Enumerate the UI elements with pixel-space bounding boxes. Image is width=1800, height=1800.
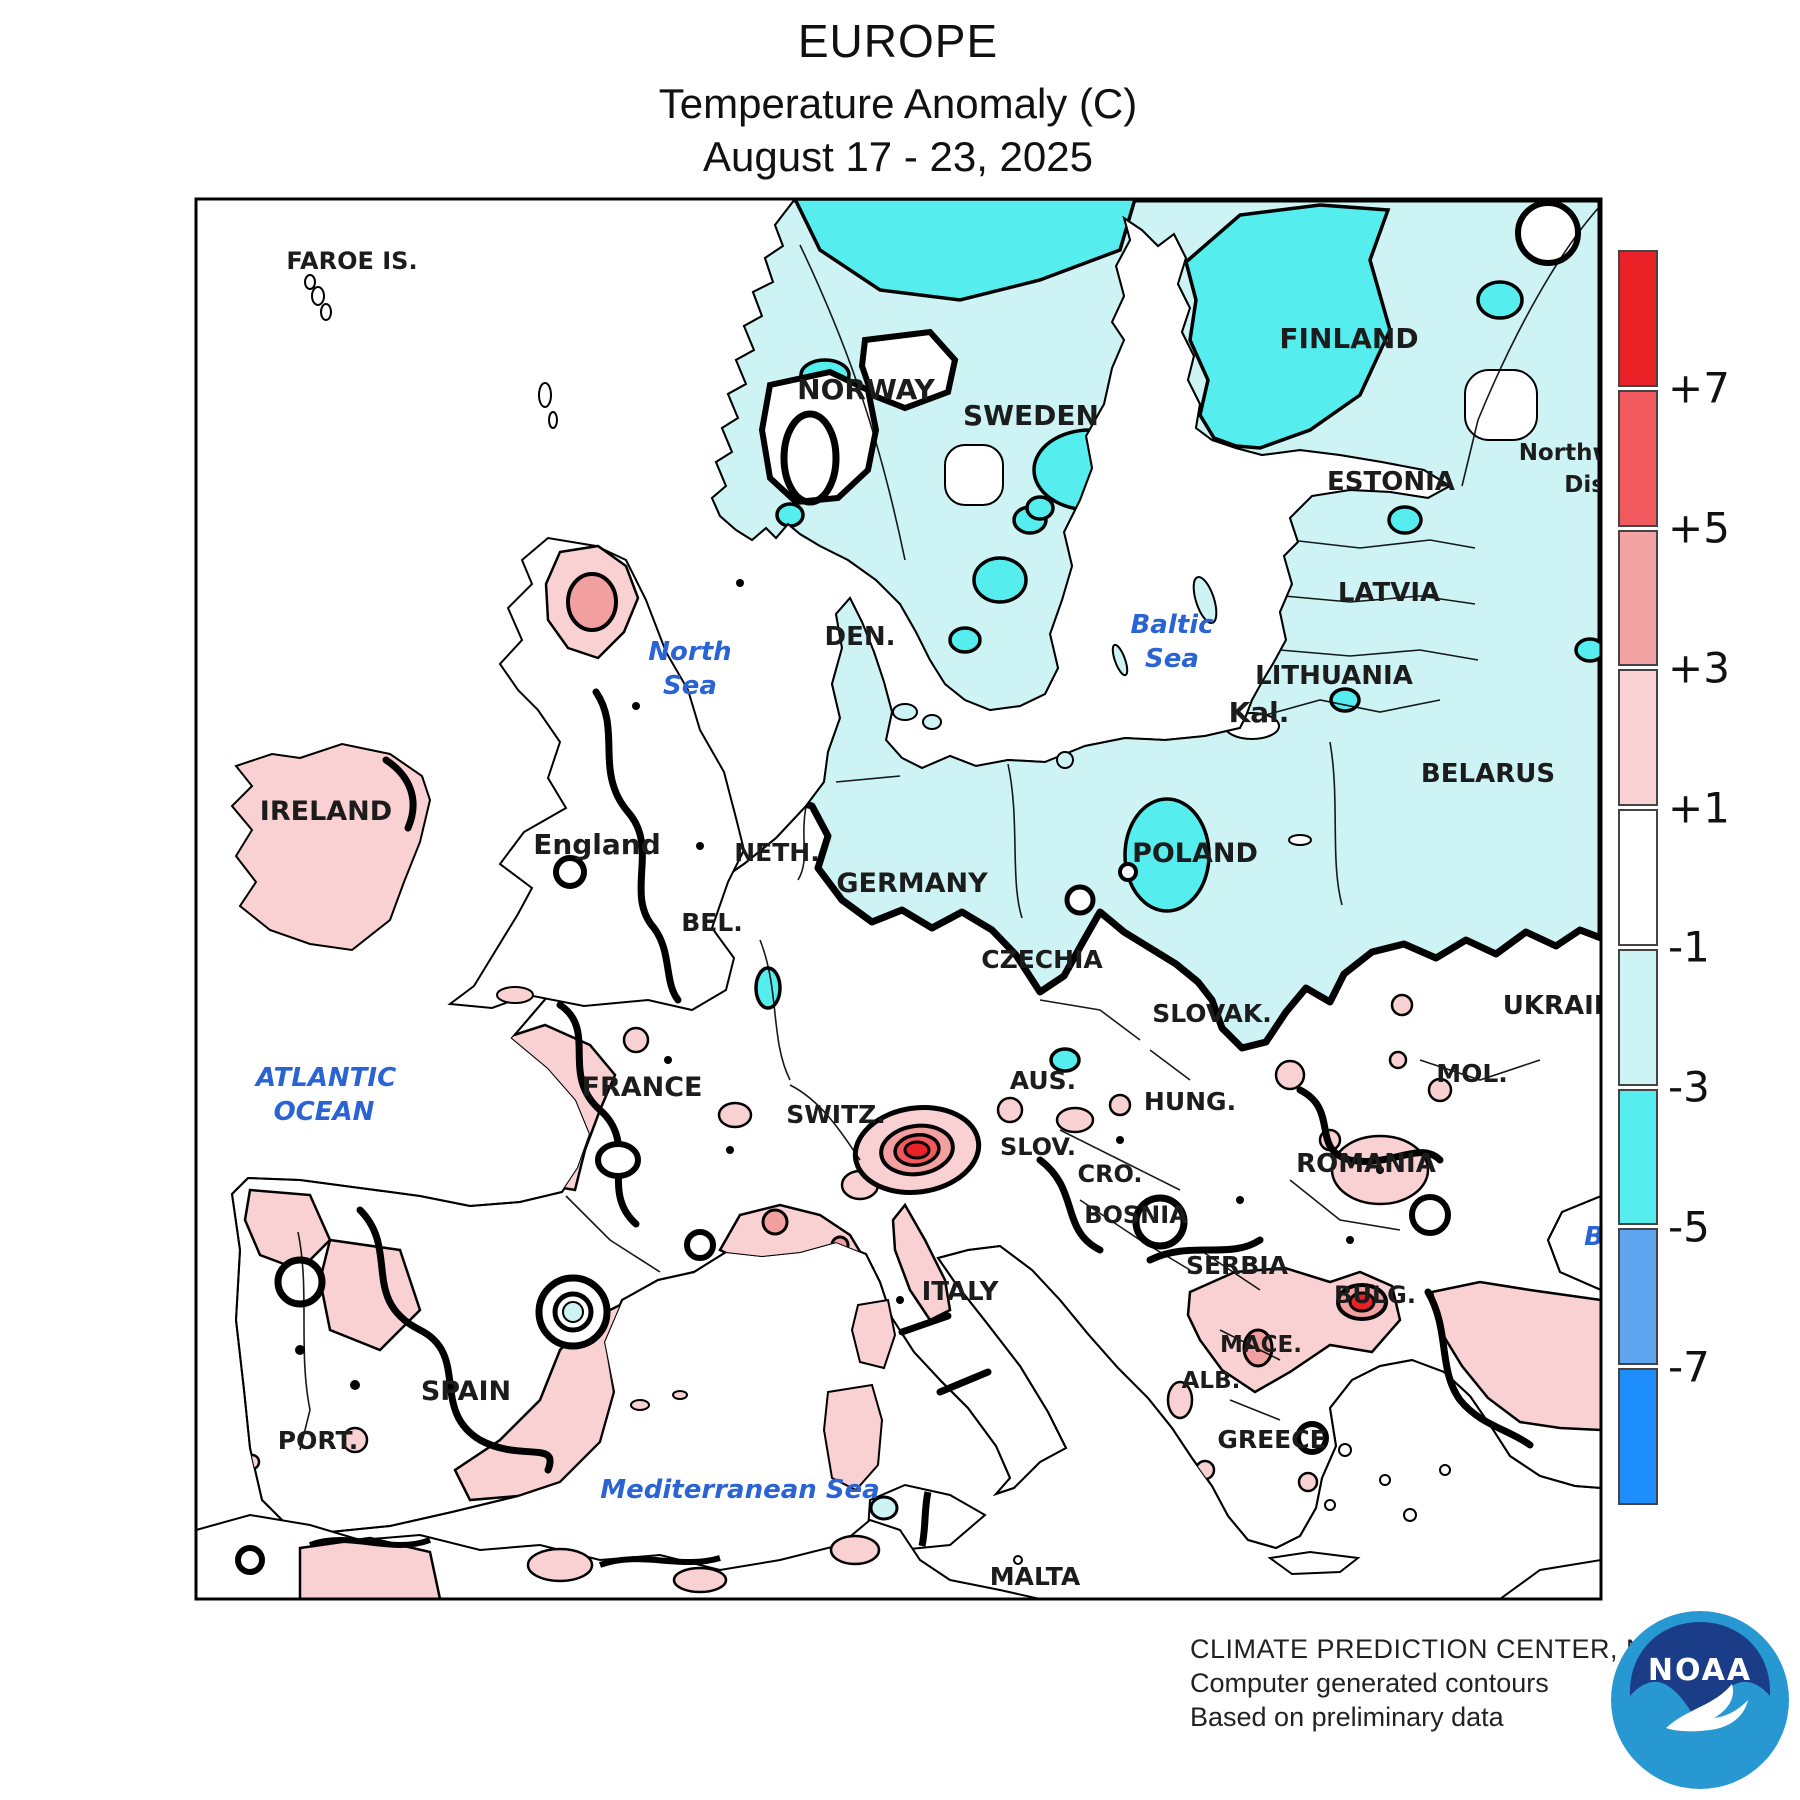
gotland [1192,576,1218,624]
country-label-czechia: CZECHIA [981,945,1103,974]
page-subtitle: Temperature Anomaly (C) [658,80,1138,127]
country-label-hung-: HUNG. [1144,1087,1236,1116]
legend-box-minus3-minus5 [1618,1088,1658,1226]
sea-label-atlantic: ATLANTIC [254,1063,396,1093]
country-label-malta: MALTA [990,1562,1081,1591]
footer-line1: CLIMATE PREDICTION CENTER, NOAA [1190,1634,1705,1664]
footer-credits: CLIMATE PREDICTION CENTER, NOAA Computer… [1190,1632,1705,1734]
legend-tick--1: -1 [1668,922,1710,972]
corsica [850,1298,897,1370]
map-clip-group: FAROE IS. NORWAY SWEDEN FINLAND ESTONIA LATVI… [196,199,1698,1599]
country-label-ukraine: UKRAINE [1503,991,1634,1021]
ireland [230,742,432,952]
country-label-england: England [533,828,661,861]
country-labels: FAROE IS. NORWAY SWEDEN FINLAND ESTONIA LATVI… [260,247,1698,1591]
bulgaria-warm-bullseye [1336,1283,1388,1321]
sea-labels: North Sea Baltic Sea ATLANTIC OCEAN Mediterran… [254,610,1604,1505]
noaa-logo-crest [1629,1622,1771,1726]
date-range: August 17 - 23, 2025 [703,133,1093,180]
sea-label-north: North [648,637,731,667]
country-label-romania: ROMANIA [1296,1149,1436,1179]
country-borders [297,204,1601,1451]
country-label-poland: POLAND [1132,838,1258,869]
sea-label-baltic: Baltic [1130,610,1214,640]
country-label-cro-: CRO. [1077,1160,1142,1188]
country-label-alb-: ALB. [1182,1368,1241,1394]
sea-label-sea: Sea [1145,644,1199,674]
sea-label-sea: Sea [663,671,717,701]
country-label-finland: FINLAND [1279,322,1418,355]
legend-box-plus1-plus3 [1618,669,1658,807]
map-frame [194,197,1603,1601]
legend-tick--7: -7 [1668,1342,1710,1392]
seagull-icon [1666,1684,1748,1732]
country-label-district: District [1564,472,1660,498]
country-label-port-: PORT. [278,1426,358,1455]
country-label-lithuania: LITHUANIA [1255,661,1413,691]
legend-box-plus5-plus7 [1618,389,1658,527]
legend-tick-+5: +5 [1668,503,1730,553]
color-scale-legend: +7 +5 +3 +1 -1 -3 -5 -7 [1618,250,1730,1505]
country-label-sweden: SWEDEN [963,399,1099,432]
country-label-faroe-is-: FAROE IS. [286,247,417,275]
country-label-greece: GREECE [1217,1425,1326,1454]
country-label-norway: NORWAY [797,373,935,406]
legend-box-minus5-minus7 [1618,1228,1658,1366]
country-label-italy: ITALY [922,1277,1000,1307]
country-label-slov-: SLOV. [1000,1133,1076,1161]
country-label-mol-: MOL. [1436,1059,1508,1088]
thick-contours [356,688,1534,1474]
legend-box-minus1-minus3 [1618,948,1658,1086]
sea-label-ocean: OCEAN [274,1097,375,1127]
alps-warm-bullseye [852,1105,982,1195]
footer-line3: Based on preliminary data [1190,1702,1504,1732]
country-label-kal-: Kal. [1229,696,1290,729]
country-label-serbia: SERBIA [1186,1251,1289,1280]
country-label-bulg-: BULG. [1334,1281,1416,1309]
country-label-mace-: MACE. [1220,1332,1302,1358]
country-label-slovak-: SLOVAK. [1152,999,1272,1028]
country-label-belarus: BELARUS [1421,759,1555,789]
legend-tick--5: -5 [1668,1202,1710,1252]
page-title: EUROPE [797,15,999,67]
country-label-bel-: BEL. [681,908,743,937]
country-label-den-: DEN. [825,622,896,652]
sardinia [822,1383,884,1492]
legend-box-below-minus7 [1618,1368,1658,1505]
country-label-france: FRANCE [582,1072,703,1103]
malta-island [1013,1555,1023,1565]
country-label-switz-: SWITZ. [786,1100,886,1129]
footer-line2: Computer generated contours [1190,1668,1549,1698]
crete [1267,1550,1361,1576]
legend-tick-+1: +1 [1668,783,1730,833]
country-label-aus-: AUS. [1010,1066,1076,1095]
legend-tick--3: -3 [1668,1062,1710,1112]
country-label-neth-: NETH. [734,838,819,867]
islands [230,274,1451,1576]
country-label-estonia: ESTONIA [1327,467,1455,497]
legend-tick-+3: +3 [1668,643,1730,693]
noaa-logo-text: NOAA [1648,1653,1752,1688]
country-label-bosnia: BOSNIA [1084,1201,1188,1229]
country-label-northwestern: Northwestern [1519,440,1698,466]
country-label-germany: GERMANY [836,868,988,899]
legend-box-above-plus7 [1618,250,1658,387]
sea-label-mediterranean-sea: Mediterranean Sea [600,1475,879,1505]
legend-box-plus3-plus5 [1618,529,1658,667]
legend-box-minus1-plus1 [1618,809,1658,946]
noaa-logo: NOAA [1611,1611,1789,1789]
country-label-latvia: LATVIA [1338,578,1440,608]
contour-dots [295,579,1384,1390]
country-label-ireland: IRELAND [260,796,392,827]
north-africa [196,1513,1601,1599]
warm-anomaly-patches [232,993,1601,1502]
country-label-spain: SPAIN [421,1376,511,1407]
sea-label-b: B [1584,1222,1604,1252]
legend-tick-+7: +7 [1668,363,1730,413]
